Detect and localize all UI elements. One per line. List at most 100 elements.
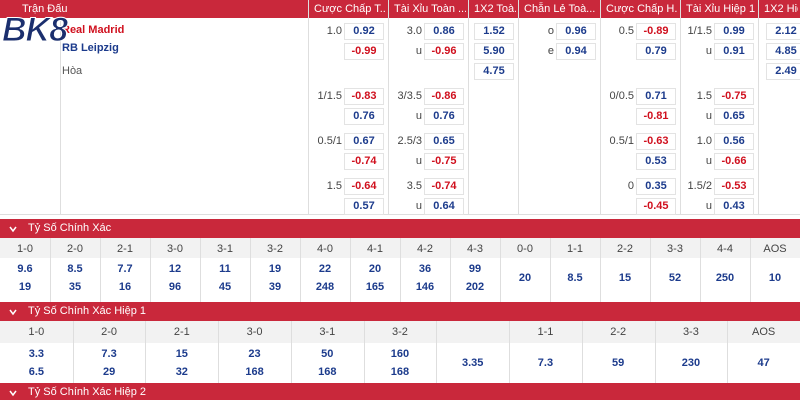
- odds-value[interactable]: 0.65: [424, 133, 464, 150]
- column-header: Cược Chấp H...: [606, 3, 678, 15]
- odds-value[interactable]: 0.43: [714, 198, 754, 215]
- odds-value[interactable]: 4.85: [766, 43, 800, 60]
- score-odds[interactable]: 35: [68, 281, 82, 293]
- odds-value[interactable]: 0.96: [556, 23, 596, 40]
- odds-value[interactable]: -0.86: [424, 88, 464, 105]
- score-odds[interactable]: 8.5: [567, 272, 583, 284]
- score-odds[interactable]: 202: [465, 281, 485, 293]
- odds-value[interactable]: 0.71: [636, 88, 676, 105]
- column-header: 1X2 Hiệ...: [764, 3, 798, 15]
- score-odds[interactable]: 45: [218, 281, 232, 293]
- score-odds[interactable]: 22: [318, 263, 332, 275]
- score-odds[interactable]: 47: [757, 357, 770, 369]
- score-odds[interactable]: 165: [365, 281, 385, 293]
- score-odds[interactable]: 39: [268, 281, 282, 293]
- section-title[interactable]: Tỷ Số Chính Xác Hiệp 2: [28, 386, 147, 398]
- score-odds[interactable]: 52: [668, 272, 682, 284]
- draw-label: Hòa: [62, 65, 83, 77]
- score-odds[interactable]: 11: [219, 263, 231, 275]
- score-odds[interactable]: 36: [418, 263, 432, 275]
- odds-value[interactable]: -0.64: [344, 178, 384, 195]
- odds-value[interactable]: 0.76: [424, 108, 464, 125]
- score-odds[interactable]: 16: [118, 281, 132, 293]
- score-odds[interactable]: 3.35: [462, 357, 484, 369]
- score-odds[interactable]: 20: [368, 263, 382, 275]
- score-odds[interactable]: 7.3: [537, 357, 554, 369]
- odds-value[interactable]: -0.66: [714, 153, 754, 170]
- score-odds[interactable]: 50: [321, 348, 334, 360]
- odds-value[interactable]: 0.91: [714, 43, 754, 60]
- odds-value[interactable]: 0.79: [636, 43, 676, 60]
- odds-value[interactable]: -0.96: [424, 43, 464, 60]
- odds-value[interactable]: -0.74: [424, 178, 464, 195]
- score-odds[interactable]: 99: [468, 263, 482, 275]
- score-odds[interactable]: 19: [18, 281, 32, 293]
- score-odds[interactable]: 32: [175, 366, 188, 378]
- odds-value[interactable]: -0.75: [424, 153, 464, 170]
- odds-value[interactable]: 4.75: [474, 63, 514, 80]
- odds-value[interactable]: 0.76: [344, 108, 384, 125]
- score-odds[interactable]: 8.5: [67, 263, 83, 275]
- section-title[interactable]: Tỷ Số Chính Xác: [28, 222, 112, 234]
- score-odds[interactable]: 7.3: [101, 348, 117, 360]
- odds-value[interactable]: 0.94: [556, 43, 596, 60]
- score-odds[interactable]: 23: [248, 348, 261, 360]
- odds-value[interactable]: 0.53: [636, 153, 676, 170]
- score-odds[interactable]: 250: [715, 272, 735, 284]
- score-odds[interactable]: 7.7: [117, 263, 133, 275]
- odds-value[interactable]: 2.49: [766, 63, 800, 80]
- score-odds[interactable]: 168: [245, 366, 264, 378]
- line-label: 0/0.5: [609, 90, 634, 102]
- odds-value[interactable]: 1.52: [474, 23, 514, 40]
- home-team[interactable]: Real Madrid: [62, 24, 125, 36]
- odds-value[interactable]: 0.99: [714, 23, 754, 40]
- odds-value[interactable]: 2.12: [766, 23, 800, 40]
- odds-value[interactable]: -0.75: [714, 88, 754, 105]
- score-odds[interactable]: 160: [390, 348, 410, 360]
- odds-value[interactable]: 0.92: [344, 23, 384, 40]
- score-odds[interactable]: 15: [618, 272, 632, 284]
- line-label: 1.5/2: [687, 180, 712, 192]
- score-odds[interactable]: 248: [315, 281, 335, 293]
- score-odds[interactable]: 146: [415, 281, 435, 293]
- divider: [50, 238, 51, 302]
- score-odds[interactable]: 29: [102, 366, 116, 378]
- odds-value[interactable]: 5.90: [474, 43, 514, 60]
- score-odds[interactable]: 59: [612, 357, 625, 369]
- score-odds[interactable]: 168: [390, 366, 410, 378]
- score-odds[interactable]: 9.6: [17, 263, 33, 275]
- odds-value[interactable]: -0.81: [636, 108, 676, 125]
- line-label: u: [415, 45, 422, 57]
- divider: [500, 238, 501, 302]
- score-odds[interactable]: 6.5: [28, 366, 44, 378]
- divider: [350, 238, 351, 302]
- odds-value[interactable]: -0.99: [344, 43, 384, 60]
- score-odds[interactable]: 3.3: [28, 348, 44, 360]
- odds-value[interactable]: -0.45: [636, 198, 676, 215]
- score-label: 3-1: [217, 243, 233, 255]
- divider: [509, 321, 511, 387]
- column-header: Chẵn Lẻ Toà...: [524, 3, 596, 15]
- section-title[interactable]: Tỷ Số Chính Xác Hiệp 1: [28, 305, 147, 317]
- odds-value[interactable]: 0.57: [344, 198, 384, 215]
- odds-value[interactable]: -0.74: [344, 153, 384, 170]
- score-odds[interactable]: 15: [175, 348, 188, 360]
- score-odds[interactable]: 96: [168, 281, 182, 293]
- score-odds[interactable]: 12: [168, 263, 182, 275]
- odds-value[interactable]: -0.83: [344, 88, 384, 105]
- odds-value[interactable]: -0.63: [636, 133, 676, 150]
- odds-value[interactable]: 0.56: [714, 133, 754, 150]
- score-odds[interactable]: 168: [318, 366, 337, 378]
- score-odds[interactable]: 20: [518, 272, 532, 284]
- odds-value[interactable]: 0.64: [424, 198, 464, 215]
- odds-value[interactable]: -0.53: [714, 178, 754, 195]
- score-odds[interactable]: 19: [268, 263, 282, 275]
- odds-value[interactable]: 0.86: [424, 23, 464, 40]
- odds-value[interactable]: -0.89: [636, 23, 676, 40]
- odds-value[interactable]: 0.65: [714, 108, 754, 125]
- score-odds[interactable]: 230: [681, 357, 701, 369]
- odds-value[interactable]: 0.35: [636, 178, 676, 195]
- score-odds[interactable]: 10: [768, 272, 782, 284]
- away-team[interactable]: RB Leipzig: [62, 42, 119, 54]
- odds-value[interactable]: 0.67: [344, 133, 384, 150]
